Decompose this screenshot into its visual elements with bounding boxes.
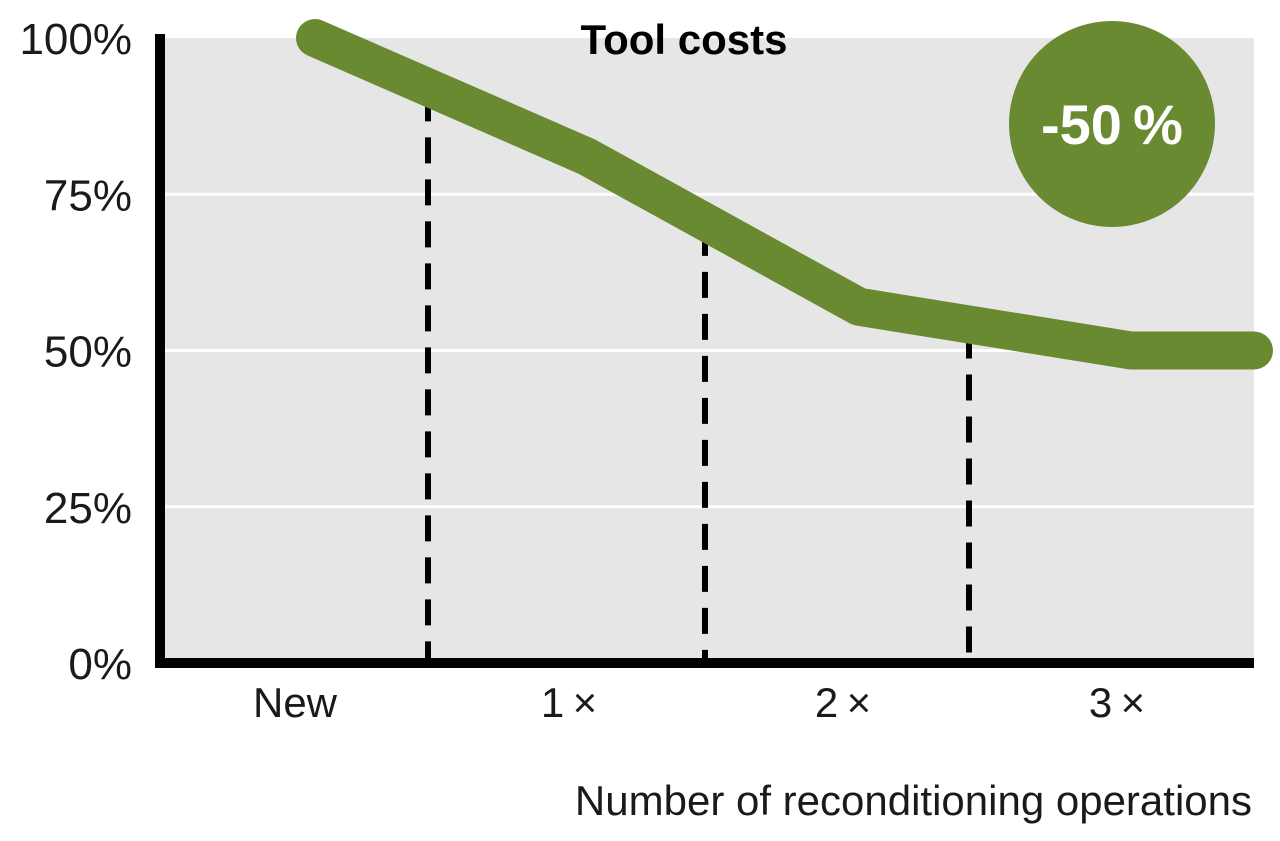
x-category-label: 3 × — [1089, 679, 1145, 726]
axes — [155, 34, 1254, 668]
x-category-label: 2 × — [815, 679, 871, 726]
category-boundary-lines — [425, 95, 972, 663]
y-tick-labels: 0% 25% 50% 75% 100% — [19, 15, 132, 689]
x-category-label: New — [253, 679, 338, 726]
x-category-label: 1 × — [541, 679, 597, 726]
savings-badge-label: -50 % — [1041, 93, 1183, 156]
y-tick-label: 75% — [44, 171, 132, 220]
savings-badge — [1009, 21, 1215, 227]
tool-cost-line — [296, 19, 1273, 370]
y-tick-label: 0% — [68, 640, 132, 689]
x-axis-title: Number of reconditioning operations — [575, 777, 1252, 824]
chart-title: Tool costs — [581, 16, 788, 63]
y-tick-label: 25% — [44, 484, 132, 533]
y-tick-label: 100% — [19, 15, 132, 64]
y-tick-label: 50% — [44, 328, 132, 377]
x-category-labels: New 1 × 2 × 3 × — [253, 679, 1145, 726]
